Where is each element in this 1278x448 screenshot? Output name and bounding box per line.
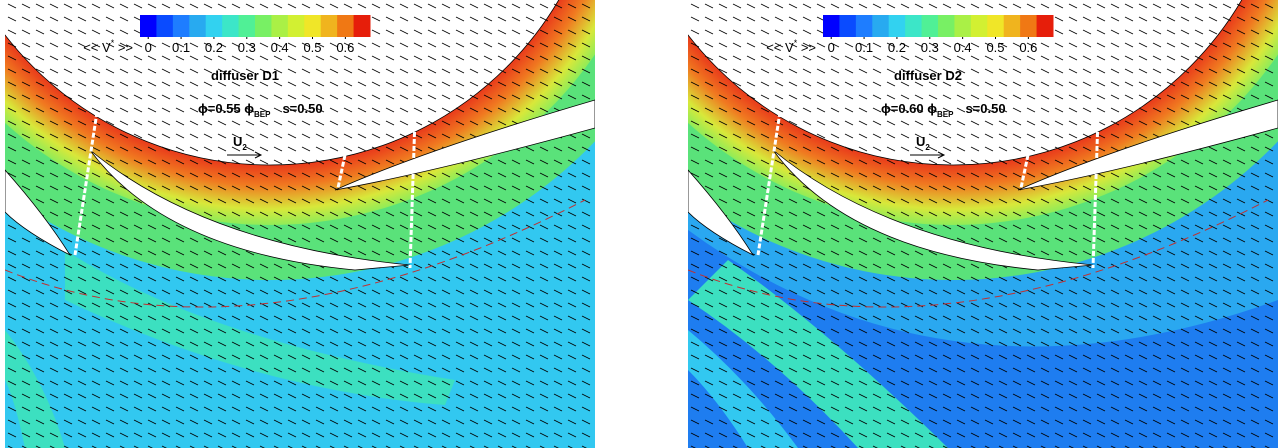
velocity-vectors — [688, 0, 1278, 448]
velocity-main: U — [916, 134, 925, 149]
colorbar-tick-label: 0.5 — [303, 40, 321, 55]
colorbar-tick-label: 0.5 — [986, 40, 1004, 55]
flow-subscript: BEP — [937, 110, 954, 119]
colorbar-tick-label: 0.1 — [855, 40, 873, 55]
colorbar-swatch — [255, 15, 272, 37]
colorbar-swatch — [337, 15, 354, 37]
colorbar-tick-label: 0.2 — [888, 40, 906, 55]
stage: s=0.50 — [965, 101, 1005, 116]
colorbar-swatch — [954, 15, 971, 37]
colorbar-swatch — [304, 15, 321, 37]
colorbar-swatch — [872, 15, 889, 37]
page: 0 0.1 0.2 0.3 0.4 0.5 0.6 << V* >> diffuser D1 ϕ=… — [0, 0, 1278, 448]
colorbar-tick-label: 0.2 — [205, 40, 223, 55]
colorbar-swatch — [889, 15, 906, 37]
colorbar-swatch — [971, 15, 988, 37]
colorbar-swatch — [206, 15, 223, 37]
figure: 0 0.1 0.2 0.3 0.4 0.5 0.6 << V* >> diffuser D1 ϕ=… — [0, 0, 1278, 448]
colorbar-swatch — [1004, 15, 1021, 37]
colorbar-swatch — [189, 15, 206, 37]
colorbar-swatch — [938, 15, 955, 37]
colorbar-swatch — [173, 15, 190, 37]
colorbar-swatch — [905, 15, 922, 37]
colorbar-label: << V* >> — [766, 38, 816, 55]
colorbar-tick-label: 0.1 — [172, 40, 190, 55]
colorbar-swatch — [856, 15, 873, 37]
flow-field — [0, 0, 720, 448]
contour-panel: 0 0.1 0.2 0.3 0.4 0.5 0.6 << V* >> diffuser D2 ϕ=… — [503, 0, 1278, 448]
panel-title: diffuser D2 — [894, 68, 962, 83]
colorbar-swatch — [156, 15, 173, 37]
colorbar-label-end: >> — [797, 40, 816, 55]
colorbar-swatch — [823, 15, 840, 37]
colorbar-swatch — [222, 15, 239, 37]
colorbar-label: << V* >> — [83, 38, 133, 55]
colorbar-tick-label: 0.4 — [954, 40, 972, 55]
colorbar-tick-label: 0.3 — [238, 40, 256, 55]
flow-subscript: BEP — [254, 110, 271, 119]
velocity-main: U — [233, 134, 242, 149]
colorbar-swatch — [239, 15, 256, 37]
colorbar-tick-label: 0.3 — [921, 40, 939, 55]
contour-panel: 0 0.1 0.2 0.3 0.4 0.5 0.6 << V* >> diffuser D1 ϕ=… — [0, 0, 720, 448]
colorbar-tick-label: 0 — [145, 40, 152, 55]
velocity-subscript: 2 — [242, 143, 247, 152]
colorbar-swatch — [987, 15, 1004, 37]
colorbar-swatch — [839, 15, 856, 37]
colorbar-tick-label: 0.4 — [271, 40, 289, 55]
velocity-subscript: 2 — [925, 143, 930, 152]
colorbar-swatch — [271, 15, 288, 37]
colorbar-label-main: << V — [83, 40, 111, 55]
colorbar-swatch — [288, 15, 305, 37]
flow-field — [503, 0, 1278, 448]
colorbar-swatch — [321, 15, 338, 37]
colorbar-tick-label: 0 — [828, 40, 835, 55]
colorbar-swatch — [140, 15, 157, 37]
panel-title: diffuser D1 — [211, 68, 279, 83]
colorbar-swatch — [1020, 15, 1037, 37]
colorbar-label-main: << V — [766, 40, 794, 55]
flow-coefficient: ϕ=0.60 ϕ — [881, 101, 937, 116]
colorbar-swatch — [1037, 15, 1054, 37]
velocity-vectors — [5, 0, 595, 448]
colorbar-tick-label: 0.6 — [336, 40, 354, 55]
flow-coefficient: ϕ=0.55 ϕ — [198, 101, 254, 116]
colorbar-label-end: >> — [114, 40, 133, 55]
stage: s=0.50 — [282, 101, 322, 116]
colorbar-swatch — [922, 15, 939, 37]
colorbar-swatch — [354, 15, 371, 37]
colorbar-tick-label: 0.6 — [1019, 40, 1037, 55]
